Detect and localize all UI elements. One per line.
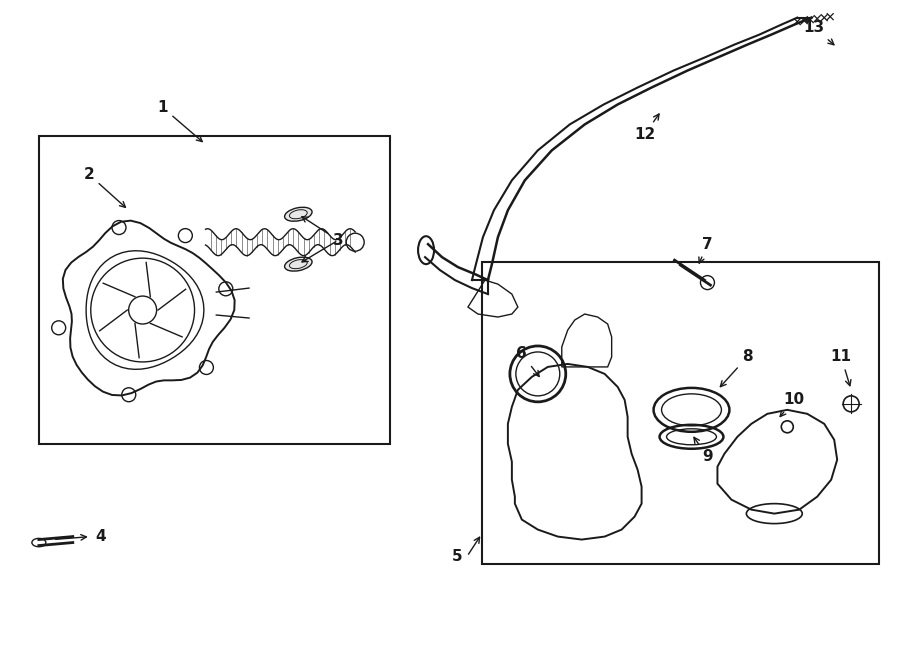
Text: 9: 9 (694, 438, 713, 464)
Text: 4: 4 (95, 529, 106, 544)
Text: 7: 7 (699, 237, 713, 263)
Bar (482, 262, 879, 563)
Ellipse shape (284, 207, 312, 221)
Text: 12: 12 (634, 114, 659, 142)
Text: 13: 13 (804, 20, 834, 45)
Text: 10: 10 (780, 393, 805, 416)
Text: 1: 1 (158, 100, 202, 142)
Text: 6: 6 (517, 346, 539, 377)
Text: 3: 3 (302, 216, 344, 248)
Text: 8: 8 (720, 350, 752, 387)
Text: 5: 5 (451, 549, 462, 564)
Ellipse shape (284, 257, 312, 271)
Bar (39, 136, 390, 444)
Text: 2: 2 (84, 167, 125, 207)
Text: 11: 11 (831, 350, 851, 386)
